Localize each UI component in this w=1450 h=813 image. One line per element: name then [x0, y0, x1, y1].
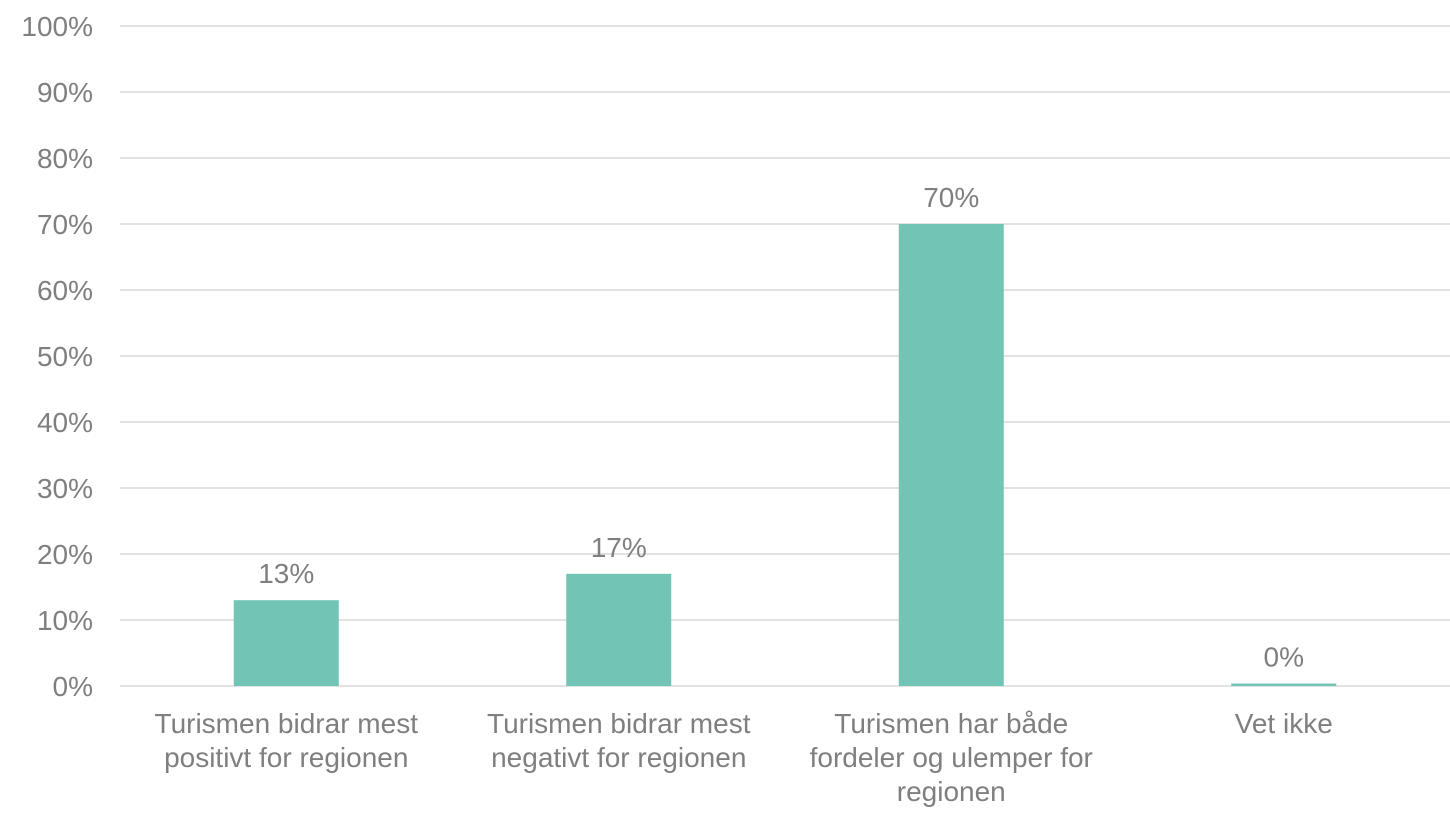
y-tick-label: 40%: [37, 407, 93, 438]
bar: [1231, 683, 1337, 686]
y-tick-label: 70%: [37, 209, 93, 240]
bar: [566, 573, 672, 686]
y-axis-tick-labels: 0% 10% 20% 30% 40% 50% 60% 70% 80% 90% 100%: [21, 11, 93, 702]
y-tick-label: 20%: [37, 539, 93, 570]
y-tick-label: 90%: [37, 77, 93, 108]
y-tick-label: 60%: [37, 275, 93, 306]
category-label-line: regionen: [897, 776, 1006, 807]
gridlines: [120, 25, 1450, 687]
y-tick-label: 10%: [37, 605, 93, 636]
data-labels: 13% 17% 70% 0%: [258, 182, 1304, 673]
data-label: 0%: [1264, 642, 1304, 673]
category-label: Turismen har både fordeler og ulemper for…: [810, 708, 1093, 807]
category-label: Vet ikke: [1235, 708, 1333, 739]
x-axis-category-labels: Turismen bidrar mest positivt for regione…: [155, 708, 1333, 807]
y-tick-label: 50%: [37, 341, 93, 372]
category-label: Turismen bidrar mest negativt for regione…: [487, 708, 751, 773]
bars: [233, 224, 1337, 686]
data-label: 17%: [591, 532, 647, 563]
category-label-line: Turismen bidrar mest: [155, 708, 419, 739]
category-label-line: Vet ikke: [1235, 708, 1333, 739]
y-tick-label: 0%: [53, 671, 93, 702]
category-label-line: Turismen har både: [834, 708, 1068, 739]
category-label-line: positivt for regionen: [164, 742, 408, 773]
y-tick-label: 100%: [21, 11, 93, 42]
bar: [233, 600, 339, 686]
category-label-line: negativt for regionen: [491, 742, 746, 773]
bar: [898, 224, 1004, 686]
y-tick-label: 80%: [37, 143, 93, 174]
y-tick-label: 30%: [37, 473, 93, 504]
category-label: Turismen bidrar mest positivt for regione…: [155, 708, 419, 773]
category-label-line: Turismen bidrar mest: [487, 708, 751, 739]
data-label: 70%: [923, 182, 979, 213]
data-label: 13%: [258, 558, 314, 589]
category-label-line: fordeler og ulemper for: [810, 742, 1093, 773]
